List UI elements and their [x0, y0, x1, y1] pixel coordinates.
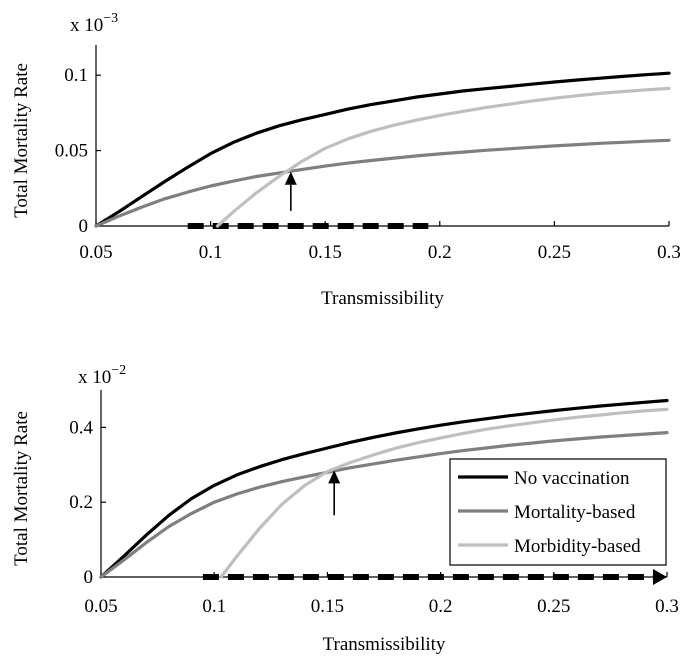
legend-label-mortality-based: Mortality-based — [514, 502, 636, 523]
x-tick-label: 0.15 — [309, 242, 342, 263]
legend-label-morbidity-based: Morbidity-based — [514, 536, 641, 557]
legend-label-no-vaccination: No vaccination — [514, 468, 630, 489]
y-tick-label: 0.4 — [69, 417, 93, 438]
x-tick-label: 0.25 — [538, 242, 571, 263]
x-tick-label: 0.1 — [199, 242, 223, 263]
series-line-mortality-based — [99, 431, 669, 579]
x-tick-label: 0.05 — [79, 242, 112, 263]
scale-exponent-label: x 10−2 — [78, 363, 126, 388]
y-axis-label: Total Mortality Rate — [11, 63, 32, 218]
crossover-arrowhead — [328, 470, 341, 484]
y-tick-label: 0.1 — [64, 65, 88, 86]
y-tick-label: 0 — [79, 216, 89, 237]
chart-bottom: 0.05 0.1 0.15 0.2 0.25 0.3 0 0.2 0.4 x 10−2 Transm… — [11, 363, 679, 655]
series-line-no-vaccination — [99, 398, 669, 579]
y-tick-label: 0.2 — [69, 492, 93, 513]
y-axis-label: Total Mortality Rate — [11, 411, 32, 566]
x-axis-label: Transmissibility — [323, 634, 446, 655]
x-tick-label: 0.15 — [311, 596, 344, 617]
x-tick-label: 0.3 — [657, 242, 681, 263]
x-tick-label: 0.1 — [202, 596, 226, 617]
x-tick-label: 0.25 — [537, 596, 570, 617]
x-tick-label: 0.05 — [84, 596, 117, 617]
x-axis-label: Transmissibility — [321, 288, 444, 309]
dashed-segment-arrowhead — [653, 569, 667, 585]
y-tick-label: 0.05 — [55, 141, 88, 162]
legend: No vaccination Mortality-based Morbidity-b… — [449, 458, 667, 566]
series-line-morbidity-based — [219, 407, 669, 579]
x-tick-label: 0.2 — [428, 242, 452, 263]
series-line-morbidity-based — [215, 86, 671, 228]
series-line-mortality-based — [94, 138, 671, 228]
scale-exponent-label: x 10−3 — [70, 11, 118, 36]
x-tick-label: 0.3 — [655, 596, 679, 617]
chart-top: 0.05 0.1 0.15 0.2 0.25 0.3 0 0.05 0.1 x 10−3 Trans… — [11, 11, 681, 309]
crossover-arrowhead — [284, 171, 297, 185]
x-tick-label: 0.2 — [429, 596, 453, 617]
y-tick-label: 0 — [84, 567, 94, 588]
series-line-no-vaccination — [94, 71, 671, 228]
